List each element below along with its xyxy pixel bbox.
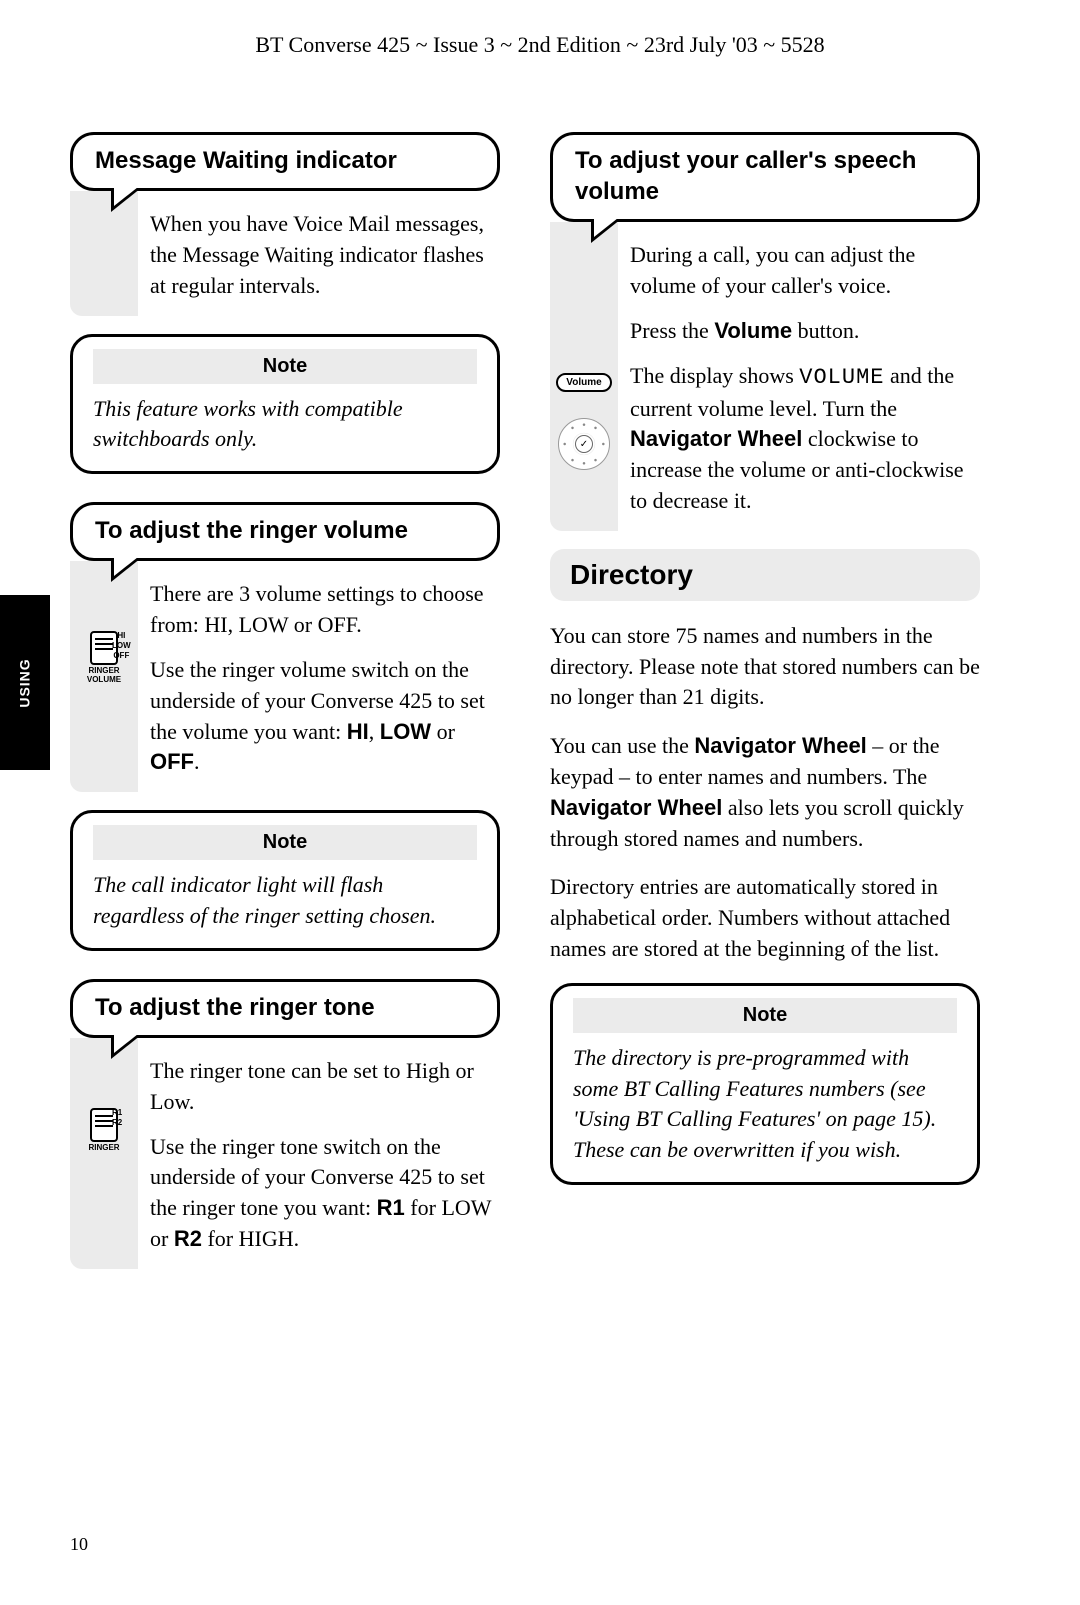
callout-message-waiting: Message Waiting indicator bbox=[70, 132, 500, 191]
note-body: The call indicator light will flash rega… bbox=[93, 870, 477, 932]
side-tab-label: USING bbox=[17, 658, 33, 707]
callout-ringer-volume: To adjust the ringer volume bbox=[70, 502, 500, 561]
icon-column: R1 R2 RINGER bbox=[70, 1038, 138, 1269]
body-text: Use the ringer tone switch on the unders… bbox=[150, 1132, 500, 1255]
body-text: Use the ringer volume switch on the unde… bbox=[150, 655, 500, 778]
switch-label-r1: R1 bbox=[112, 1108, 122, 1118]
right-column: To adjust your caller's speech volume Vo… bbox=[550, 132, 980, 1213]
volume-button-icon: Volume bbox=[556, 373, 611, 392]
switch-label-r2: R2 bbox=[112, 1118, 122, 1128]
switch-caption: RINGER VOLUME bbox=[80, 667, 128, 685]
body-text: Press the Volume button. bbox=[630, 316, 980, 347]
text-block: The ringer tone can be set to High or Lo… bbox=[138, 1038, 500, 1269]
icon-column: Volume ✓ bbox=[550, 222, 618, 530]
body-text: When you have Voice Mail messages, the M… bbox=[150, 209, 500, 301]
callout-title: To adjust the ringer volume bbox=[95, 515, 475, 546]
navigator-wheel-icon: ✓ bbox=[558, 418, 610, 470]
callout-title: To adjust the ringer tone bbox=[95, 992, 475, 1023]
content-ringer-volume: HI LOW OFF RINGER VOLUME There are 3 vol… bbox=[70, 561, 500, 792]
page-number: 10 bbox=[70, 1534, 88, 1555]
body-text: There are 3 volume settings to choose fr… bbox=[150, 579, 500, 641]
ringer-tone-switch-icon: R1 R2 RINGER bbox=[80, 1108, 128, 1153]
note-body: The directory is pre-programmed with som… bbox=[573, 1043, 957, 1166]
side-tab-using: USING bbox=[0, 595, 50, 770]
body-text: You can store 75 names and numbers in th… bbox=[550, 621, 980, 713]
section-heading-directory: Directory bbox=[550, 549, 980, 601]
body-text: Directory entries are automatically stor… bbox=[550, 872, 980, 964]
note-body: This feature works with compatible switc… bbox=[93, 394, 477, 456]
callout-speech-volume: To adjust your caller's speech volume bbox=[550, 132, 980, 222]
switch-label-low: LOW bbox=[112, 641, 131, 651]
icon-column: HI LOW OFF RINGER VOLUME bbox=[70, 561, 138, 792]
note-label: Note bbox=[573, 998, 957, 1033]
note-label: Note bbox=[93, 349, 477, 384]
switch-caption: RINGER bbox=[80, 1144, 128, 1153]
note-box: Note The call indicator light will flash… bbox=[70, 810, 500, 951]
text-block: During a call, you can adjust the volume… bbox=[618, 222, 980, 530]
content-speech-volume: Volume ✓ During a call, you can adjust t… bbox=[550, 222, 980, 530]
body-text: During a call, you can adjust the volume… bbox=[630, 240, 980, 302]
body-text: The ringer tone can be set to High or Lo… bbox=[150, 1056, 500, 1118]
text-block: When you have Voice Mail messages, the M… bbox=[138, 191, 500, 315]
ringer-volume-switch-icon: HI LOW OFF RINGER VOLUME bbox=[80, 631, 128, 685]
callout-title: Message Waiting indicator bbox=[95, 145, 475, 176]
switch-label-off: OFF bbox=[112, 651, 131, 661]
note-box: Note The directory is pre-programmed wit… bbox=[550, 983, 980, 1185]
body-text: The display shows VOLUME and the current… bbox=[630, 361, 980, 517]
text-block: There are 3 volume settings to choose fr… bbox=[138, 561, 500, 792]
content-ringer-tone: R1 R2 RINGER The ringer tone can be set … bbox=[70, 1038, 500, 1269]
left-column: Message Waiting indicator When you have … bbox=[70, 132, 500, 1269]
callout-title: To adjust your caller's speech volume bbox=[575, 145, 955, 207]
page-header: BT Converse 425 ~ Issue 3 ~ 2nd Edition … bbox=[0, 32, 1080, 58]
callout-ringer-tone: To adjust the ringer tone bbox=[70, 979, 500, 1038]
note-label: Note bbox=[93, 825, 477, 860]
note-box: Note This feature works with compatible … bbox=[70, 334, 500, 475]
switch-label-hi: HI bbox=[112, 631, 131, 641]
body-text: You can use the Navigator Wheel – or the… bbox=[550, 731, 980, 854]
